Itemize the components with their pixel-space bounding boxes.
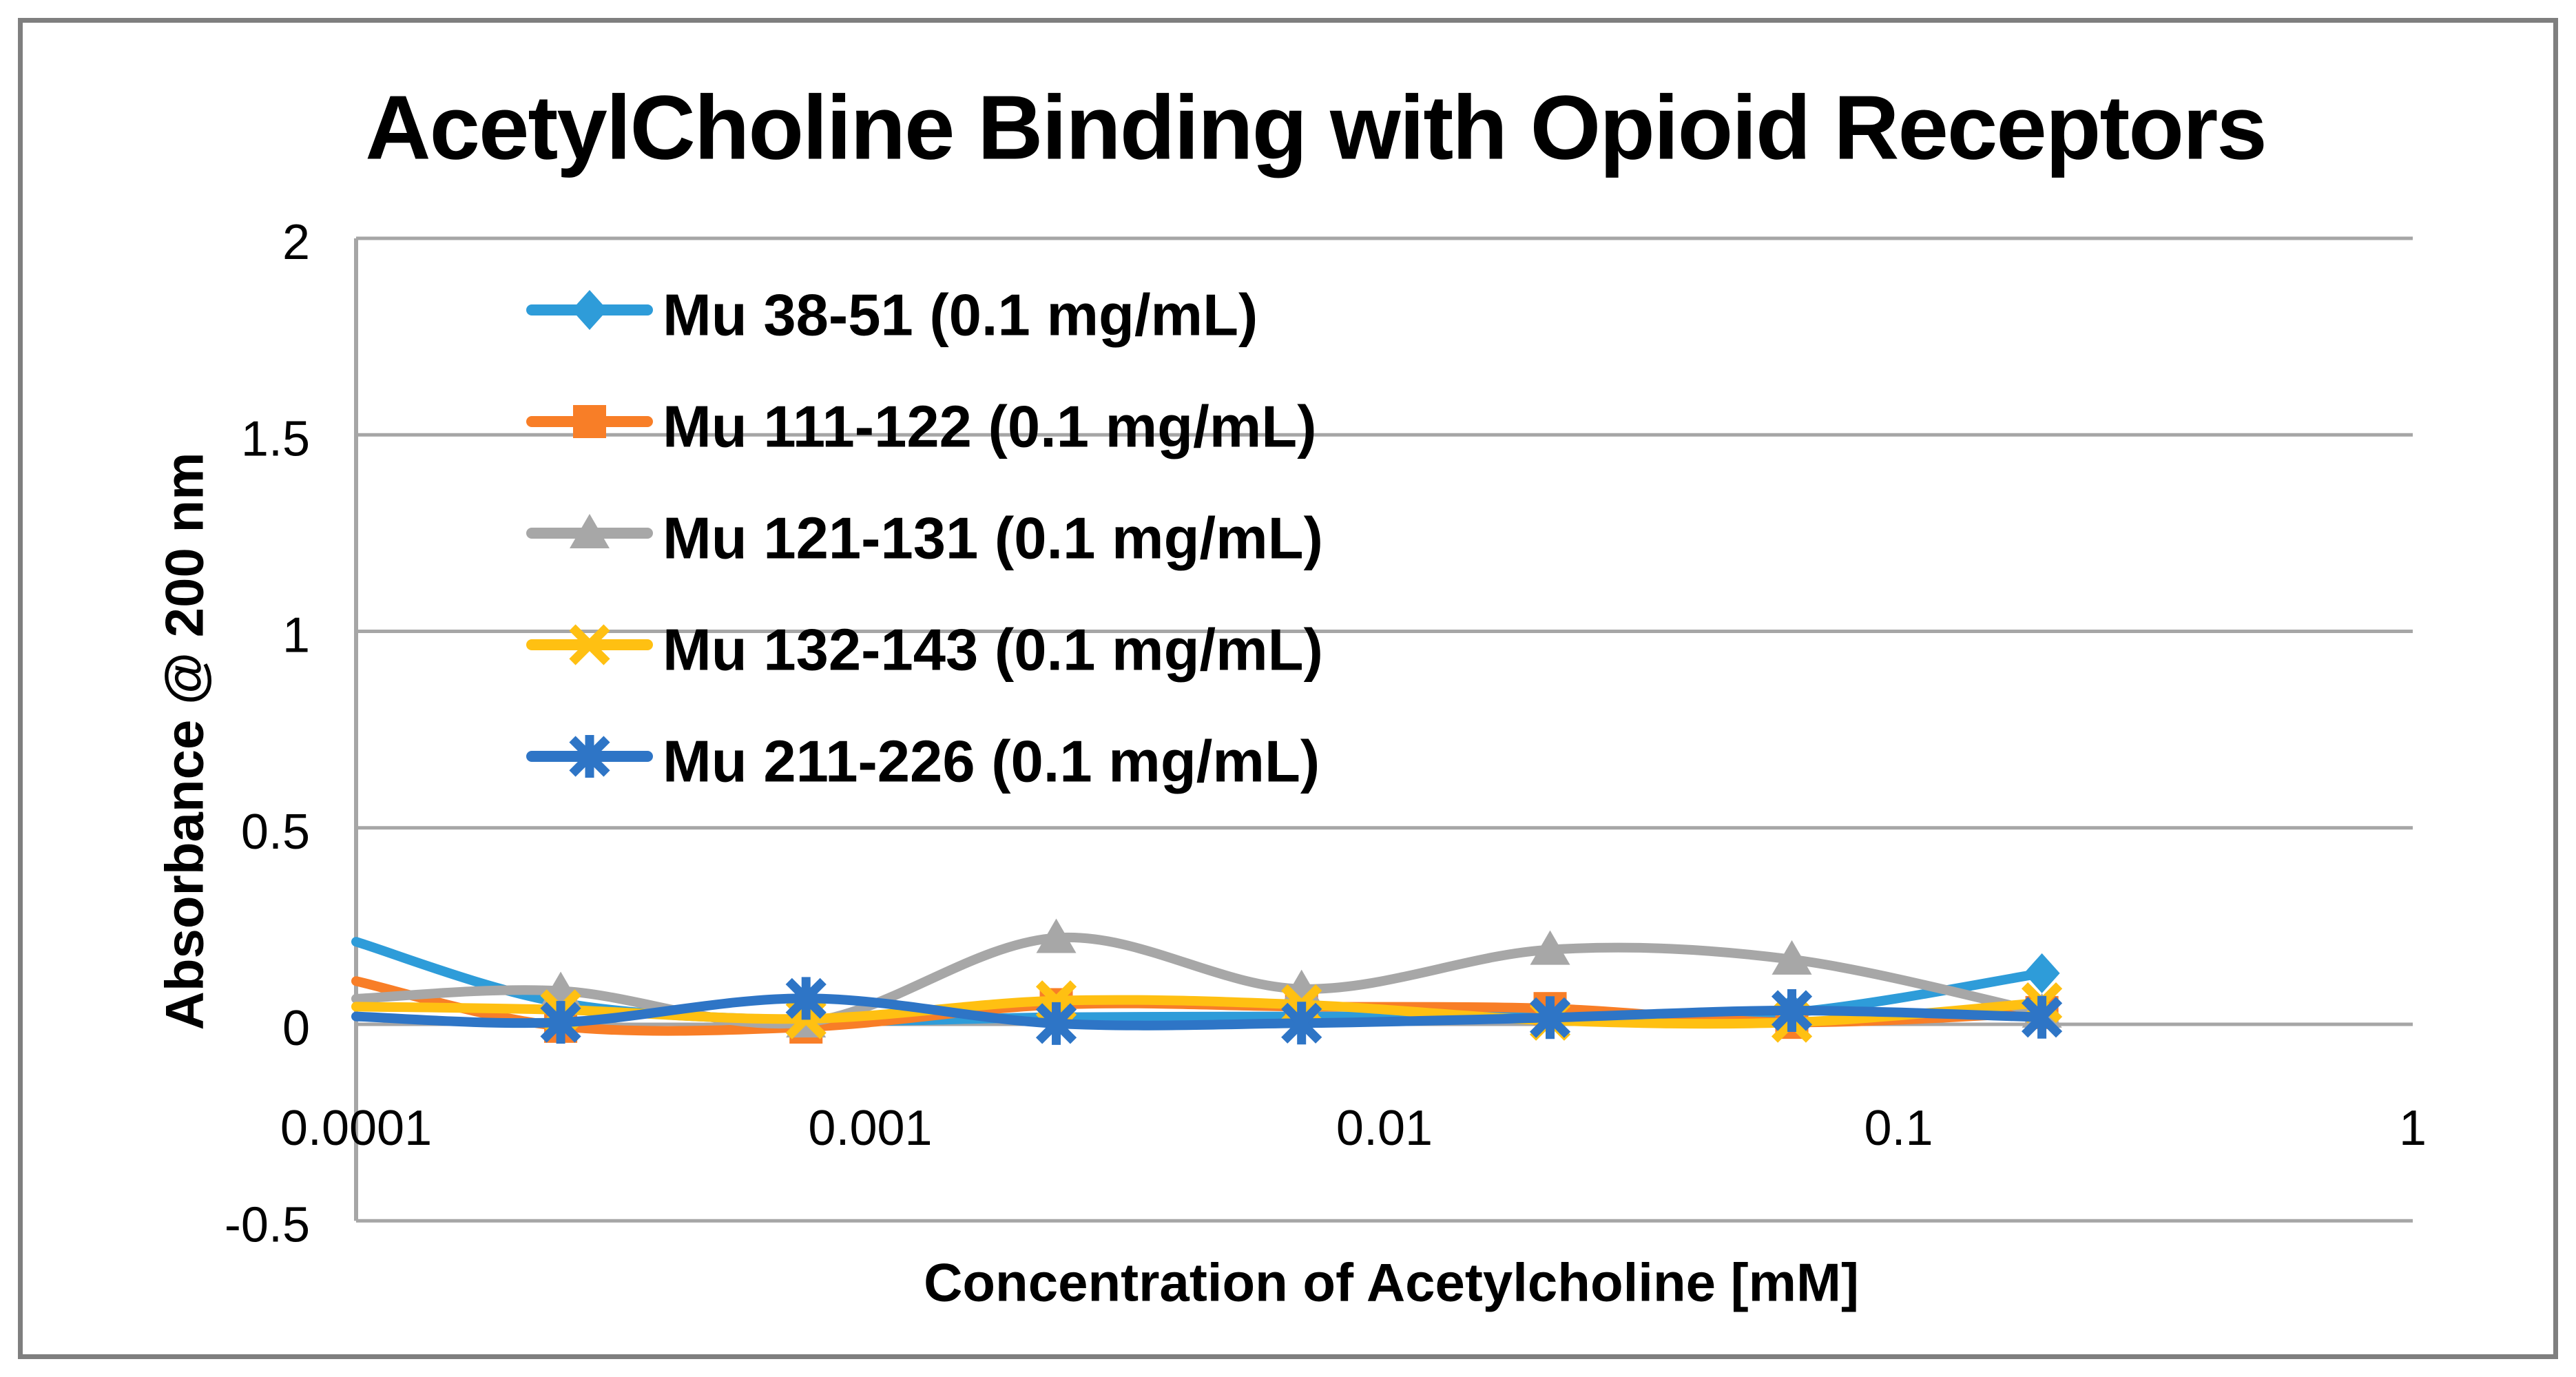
x-tick-label: 0.1	[1864, 1101, 1933, 1156]
legend-item-1: Mu 111-122 (0.1 mg/mL)	[526, 395, 1317, 460]
legend-triangle-marker-icon	[570, 514, 610, 548]
legend-label: Mu 111-122 (0.1 mg/mL)	[663, 395, 1317, 460]
legend-item-0: Mu 38-51 (0.1 mg/mL)	[526, 283, 1258, 349]
series-line-2	[351, 932, 2047, 1029]
legend-label: Mu 121-131 (0.1 mg/mL)	[663, 506, 1323, 572]
legend: Mu 38-51 (0.1 mg/mL) Mu 111-122 (0.1 mg/m…	[526, 283, 1323, 795]
legend-diamond-marker-icon	[572, 290, 607, 330]
series-line-4	[351, 993, 2047, 1031]
legend-x-marker-icon	[569, 624, 610, 665]
data-point-marker-s4-2	[785, 977, 827, 1020]
data-point-marker-s2-5	[1530, 930, 1570, 965]
data-point-marker-s0-7	[2024, 953, 2060, 993]
data-point-marker-s4-3	[1035, 1002, 1077, 1045]
legend-label: Mu 132-143 (0.1 mg/mL)	[663, 618, 1323, 683]
chart-title: AcetylCholine Binding with Opioid Recept…	[365, 76, 2267, 178]
legend-item-3: Mu 132-143 (0.1 mg/mL)	[526, 618, 1323, 683]
data-point-marker-s4-4	[1281, 1002, 1322, 1045]
data-point-marker-s4-6	[1771, 989, 1813, 1033]
y-tick-label: 1	[282, 608, 310, 663]
data-point-marker-s4-1	[540, 1001, 581, 1044]
legend-label: Mu 211-226 (0.1 mg/mL)	[663, 729, 1320, 795]
y-tick-label: 2	[282, 215, 310, 270]
x-tick-label: 0.0001	[280, 1101, 432, 1156]
y-tick-label: -0.5	[225, 1197, 310, 1252]
y-axis-title: Absorbance @ 200 nm	[154, 452, 215, 1031]
legend-label: Mu 38-51 (0.1 mg/mL)	[663, 283, 1258, 349]
legend-asterisk-marker-icon	[569, 735, 610, 778]
legend-square-marker-icon	[573, 405, 606, 438]
y-tick-label: 0	[282, 1001, 310, 1056]
x-tick-label: 1	[2399, 1101, 2427, 1156]
x-axis-title: Concentration of Acetylcholine [mM]	[924, 1252, 1859, 1313]
data-point-marker-s2-3	[1036, 918, 1077, 953]
data-point-marker-s4-5	[1529, 996, 1571, 1039]
data-point-marker-s2-6	[1772, 940, 1812, 975]
x-tick-label: 0.01	[1336, 1101, 1433, 1156]
legend-item-2: Mu 121-131 (0.1 mg/mL)	[526, 506, 1323, 572]
y-tick-label: 1.5	[241, 411, 310, 466]
x-tick-label: 0.001	[808, 1101, 932, 1156]
y-tick-label: 0.5	[241, 805, 310, 860]
data-point-marker-s4-7	[2021, 995, 2063, 1039]
legend-item-4: Mu 211-226 (0.1 mg/mL)	[526, 729, 1320, 795]
series-line-3	[351, 995, 2047, 1029]
